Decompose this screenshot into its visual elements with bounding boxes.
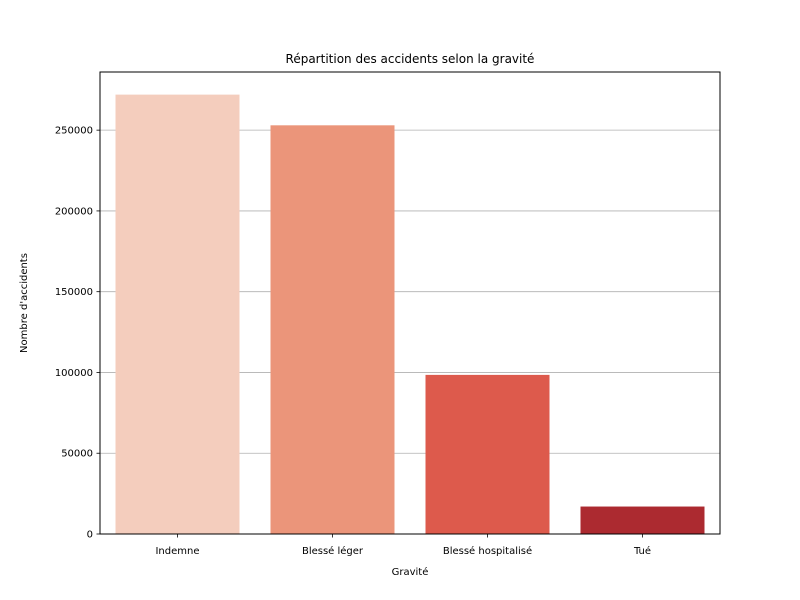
plot-frame [99, 71, 721, 535]
y-tick-label: 50000 [61, 449, 93, 460]
bar-bless-l-ger [270, 125, 395, 535]
bar-indemne [115, 94, 240, 534]
x-tick-label: Indemne [155, 546, 199, 557]
x-axis-label: Gravité [392, 566, 429, 578]
y-axis-ticks: 0 50000 100000 150000 200000 250000 [55, 126, 100, 541]
y-tick-label: 100000 [55, 368, 93, 379]
bars [115, 94, 705, 535]
bar-bless-hospitalis- [425, 374, 550, 534]
y-axis-label: Nombre d'accidents [19, 253, 30, 353]
y-tick-label: 150000 [55, 287, 93, 298]
chart-title: Répartition des accidents selon la gravi… [286, 52, 535, 66]
y-tick-label: 250000 [55, 126, 93, 137]
x-tick-label: Blessé hospitalisé [443, 545, 532, 557]
x-tick-label: Blessé léger [302, 545, 364, 557]
x-axis-ticks: Indemne Blessé léger Blessé hospitalisé Tué [155, 534, 651, 557]
y-tick-label: 0 [87, 530, 93, 541]
bar-tu- [580, 506, 705, 534]
y-tick-label: 200000 [55, 206, 93, 217]
x-tick-label: Tué [633, 545, 651, 557]
